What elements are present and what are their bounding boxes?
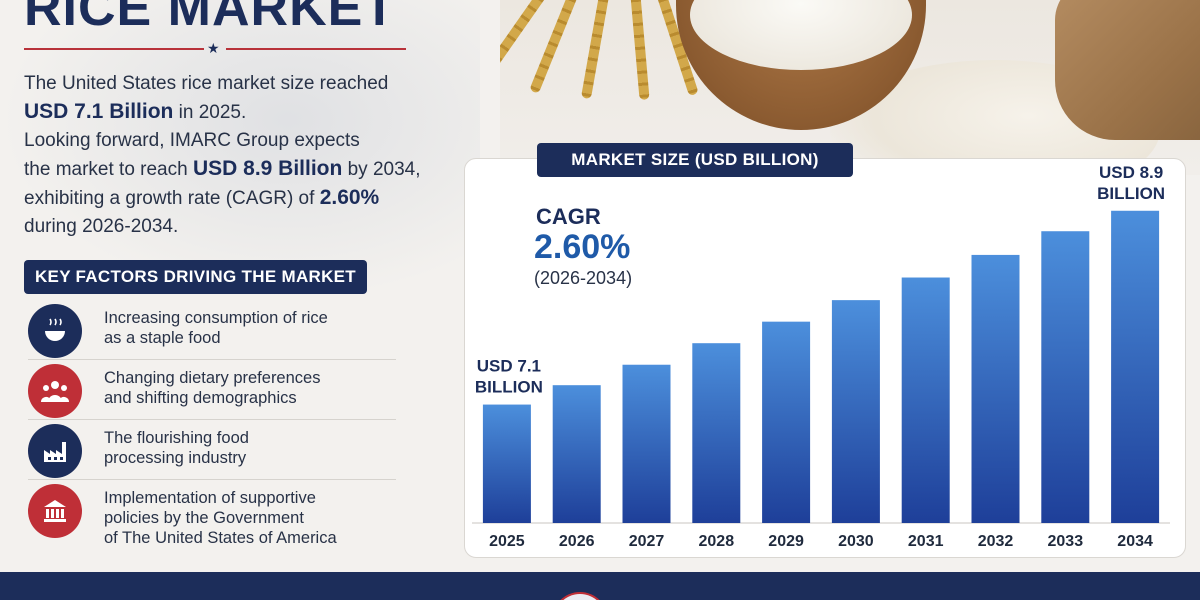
key-factors-list: Increasing consumption of rice as a stapl… xyxy=(28,300,396,547)
factor-item: Increasing consumption of rice as a stapl… xyxy=(28,300,396,360)
factor-text-line: processing industry xyxy=(104,449,247,467)
end-value-label: BILLION xyxy=(1097,184,1165,203)
intro-line-1: The United States rice market size reach… xyxy=(24,73,389,94)
start-value-label: USD 7.1 xyxy=(477,357,541,376)
title-rule-right xyxy=(226,48,406,50)
factor-item: Changing dietary preferences and shifting… xyxy=(28,360,396,420)
bar-2027 xyxy=(622,364,671,523)
x-tick-label: 2026 xyxy=(559,533,595,550)
intro-line-2-rest: in 2025. xyxy=(173,102,247,123)
factor-item: The flourishing food processing industry xyxy=(28,420,396,480)
burlap-sack xyxy=(1055,0,1200,140)
people-icon xyxy=(28,364,82,418)
bar-2028 xyxy=(692,343,741,523)
factor-text-line: and shifting demographics xyxy=(104,389,297,407)
footer-bar xyxy=(0,572,1200,600)
bar-2026 xyxy=(552,385,601,523)
bar-2029 xyxy=(762,321,811,523)
intro-text: The United States rice market size reach… xyxy=(24,70,454,241)
start-value-label: BILLION xyxy=(475,378,543,397)
factor-item: Implementation of supportive policies by … xyxy=(28,480,396,547)
factor-text-line: The flourishing food xyxy=(104,429,249,447)
x-tick-label: 2027 xyxy=(629,533,665,550)
x-tick-label: 2032 xyxy=(978,533,1014,550)
bar-2033 xyxy=(1041,231,1090,523)
rice-bowl-icon xyxy=(28,304,82,358)
intro-line-2: USD 7.1 Billion in 2025. xyxy=(24,98,454,127)
factor-text-line: Changing dietary preferences xyxy=(104,369,321,387)
intro-line-4: the market to reach USD 8.9 Billion by 2… xyxy=(24,155,454,184)
intro-line-4-pre: the market to reach xyxy=(24,159,193,180)
x-tick-label: 2030 xyxy=(838,533,874,550)
intro-line-5-pre: exhibiting a growth rate (CAGR) of xyxy=(24,188,320,209)
map-background xyxy=(0,0,480,300)
rice-photo xyxy=(500,0,1200,175)
intro-cagr-value: 2.60% xyxy=(319,186,380,209)
factor-text-line: Implementation of supportive xyxy=(104,489,316,507)
intro-end-value: USD 8.9 Billion xyxy=(192,157,343,180)
x-tick-label: 2028 xyxy=(699,533,735,550)
end-value-label: USD 8.9 xyxy=(1099,163,1163,182)
cagr-label: CAGR xyxy=(536,204,601,229)
chart-title: MARKET SIZE (USD BILLION) xyxy=(537,143,853,177)
bar-2031 xyxy=(901,277,950,523)
x-tick-label: 2034 xyxy=(1117,533,1153,550)
x-tick-label: 2025 xyxy=(489,533,525,550)
intro-line-4-rest: by 2034, xyxy=(342,159,421,180)
factor-text-line: as a staple food xyxy=(104,329,221,347)
government-building-icon xyxy=(28,484,82,538)
page-title: RICE MARKET xyxy=(24,0,397,37)
factory-icon xyxy=(28,424,82,478)
factor-text-line: of The United States of America xyxy=(104,529,337,547)
x-tick-label: 2033 xyxy=(1048,533,1084,550)
bar-2025 xyxy=(482,404,531,523)
intro-start-value: USD 7.1 Billion xyxy=(24,100,174,123)
factor-text-line: Increasing consumption of rice xyxy=(104,309,328,327)
bar-2034 xyxy=(1111,210,1160,523)
intro-line-5: exhibiting a growth rate (CAGR) of 2.60% xyxy=(24,184,454,213)
x-tick-label: 2031 xyxy=(908,533,944,550)
intro-line-6: during 2026-2034. xyxy=(24,216,179,237)
key-factors-header: KEY FACTORS DRIVING THE MARKET xyxy=(24,260,367,294)
intro-line-3: Looking forward, IMARC Group expects xyxy=(24,130,360,151)
star-icon: ★ xyxy=(207,40,220,56)
cagr-period: (2026-2034) xyxy=(534,268,633,288)
x-tick-label: 2029 xyxy=(768,533,804,550)
bar-2032 xyxy=(971,254,1020,523)
bar-2030 xyxy=(831,300,880,523)
title-rule-left xyxy=(24,48,204,50)
factor-text-line: policies by the Government xyxy=(104,509,304,527)
cagr-value: 2.60% xyxy=(534,228,631,266)
emblem-icon xyxy=(552,592,608,600)
